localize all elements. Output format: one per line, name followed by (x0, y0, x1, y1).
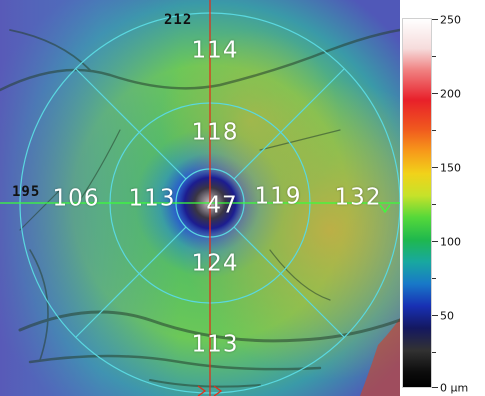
scale-label-150: 150 (440, 161, 461, 175)
tick-mark (432, 19, 438, 20)
scale-label-250: 250 (440, 13, 461, 27)
scale-label-50: 50 (440, 309, 454, 323)
sector-outer-temporal: 106 (52, 185, 100, 212)
tick-mark (432, 387, 438, 388)
tick-mark (432, 167, 438, 168)
sector-center: 47 (206, 192, 238, 219)
scale-label-0: 0 µm (440, 381, 469, 395)
sector-inner-inferior: 124 (191, 250, 239, 277)
scale-label-200: 200 (440, 87, 461, 101)
sector-outer-superior: 114 (191, 37, 239, 64)
sector-outer-nasal: 132 (334, 184, 382, 211)
sector-inner-nasal: 119 (254, 183, 302, 210)
retinal-thickness-map: 212 195 114 118 106 113 47 119 132 124 1… (0, 0, 400, 396)
vertical-scan-arrow-icon (197, 385, 223, 396)
tick-mark (432, 278, 436, 279)
tick-mark (432, 315, 438, 316)
tick-mark (432, 352, 436, 353)
map-graphic (0, 0, 400, 396)
tick-mark (432, 56, 436, 57)
sector-outer-inferior: 113 (191, 331, 239, 358)
tick-mark (432, 93, 438, 94)
tick-mark (432, 130, 436, 131)
horizontal-scan-arrow-icon (379, 204, 391, 214)
color-scale-bar (402, 18, 432, 388)
tick-mark (432, 241, 438, 242)
sector-inner-superior: 118 (191, 119, 239, 146)
frame-label-left: 195 (12, 184, 41, 200)
tick-mark (432, 204, 436, 205)
frame-label-top: 212 (164, 12, 193, 28)
blood-vessels (0, 28, 400, 388)
sector-inner-temporal: 113 (128, 185, 176, 212)
scale-label-100: 100 (440, 235, 461, 249)
